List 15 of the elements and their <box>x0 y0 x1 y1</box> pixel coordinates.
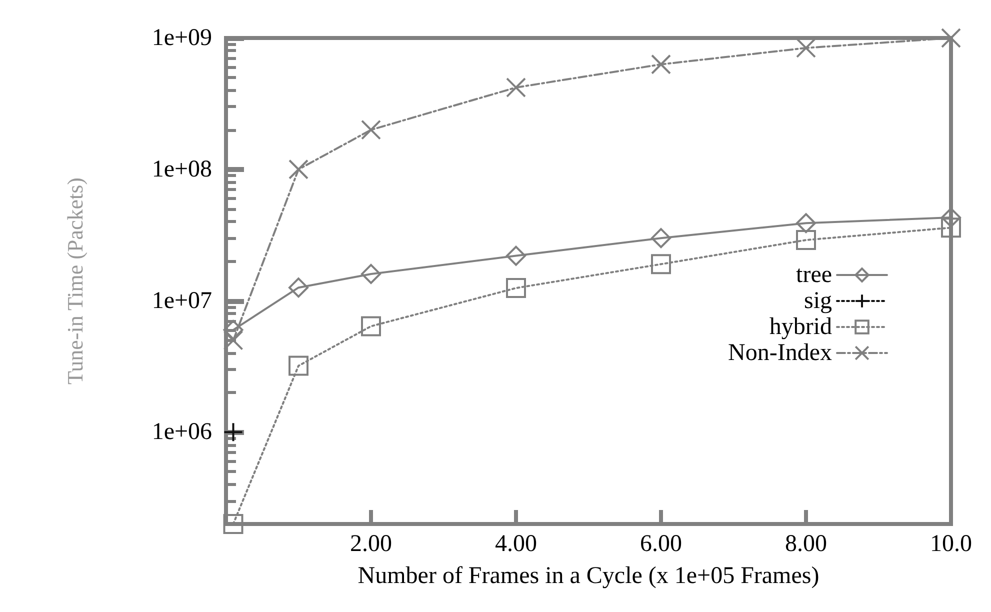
legend-label: Non-Index <box>728 340 832 366</box>
x-tick-label: 8.00 <box>785 531 827 557</box>
y-tick-label: 1e+09 <box>152 25 212 51</box>
x-tick-label: 6.00 <box>640 531 682 557</box>
y-tick-label: 1e+08 <box>152 156 212 182</box>
legend-label: sig <box>804 288 832 314</box>
x-axis-title: Number of Frames in a Cycle (x 1e+05 Frames) <box>358 563 820 589</box>
y-tick-label: 1e+07 <box>152 288 212 314</box>
legend-label: hybrid <box>769 314 832 340</box>
x-tick-label: 4.00 <box>495 531 537 557</box>
y-axis-title: Tune-in Time (Packets) <box>62 178 88 384</box>
x-tick-label: 2.00 <box>350 531 392 557</box>
x-tick-label: 10.0 <box>930 531 972 557</box>
legend-label: tree <box>796 262 832 288</box>
y-tick-label: 1e+06 <box>152 419 212 446</box>
